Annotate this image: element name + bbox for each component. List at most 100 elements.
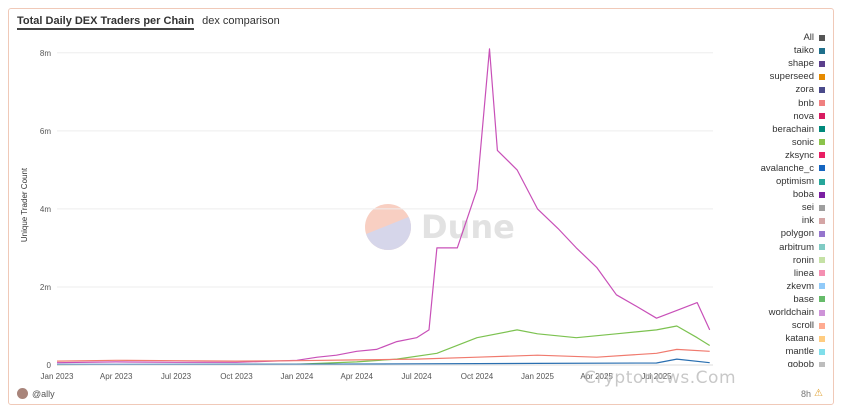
avatar — [17, 388, 28, 399]
legend-item[interactable]: superseed — [735, 70, 825, 83]
legend-label: worldchain — [768, 307, 814, 319]
legend-swatch — [819, 309, 825, 316]
legend-item[interactable]: zora — [735, 83, 825, 96]
y-tick-label: 6m — [40, 127, 51, 136]
legend-label: nova — [793, 110, 814, 122]
legend-item[interactable]: avalanche_c — [735, 162, 825, 175]
legend-swatch — [819, 270, 825, 277]
y-tick-label: 2m — [40, 283, 51, 292]
tab-total-daily-dex-traders[interactable]: Total Daily DEX Traders per Chain — [17, 15, 195, 30]
legend-label: zkevm — [786, 280, 814, 292]
legend-item[interactable]: ronin — [735, 254, 825, 267]
legend-label: zksync — [784, 149, 814, 161]
legend-swatch — [819, 139, 825, 146]
series-line — [56, 348, 710, 362]
legend-swatch — [819, 34, 825, 41]
legend-item[interactable]: All — [735, 31, 825, 44]
legend-label: taiko — [793, 45, 814, 57]
dune-watermark: Dune — [365, 204, 515, 250]
footer-status: 8h ⚠ — [801, 388, 823, 399]
series-line — [56, 358, 710, 365]
legend-item[interactable]: taiko — [735, 44, 825, 57]
legend-item[interactable]: ink — [735, 214, 825, 227]
legend-swatch — [819, 165, 825, 172]
y-tick-label: 8m — [40, 49, 51, 58]
legend-swatch — [819, 322, 825, 329]
legend-label: shape — [788, 58, 814, 70]
x-tick-label: Jul 2023 — [161, 372, 192, 381]
legend-label: All — [803, 32, 814, 44]
legend-item[interactable]: shape — [735, 57, 825, 70]
x-tick-label: Apr 2023 — [100, 372, 133, 381]
legend-label: base — [793, 293, 814, 305]
refresh-age: 8h — [801, 388, 812, 399]
legend-item[interactable]: bnb — [735, 96, 825, 109]
legend-item[interactable]: linea — [735, 267, 825, 280]
x-tick-label: Apr 2025 — [580, 372, 613, 381]
legend-swatch — [819, 296, 825, 303]
legend-label: zora — [795, 84, 814, 96]
dune-logo-icon — [365, 204, 411, 250]
legend-label: gobob — [787, 359, 814, 367]
legend-swatch — [819, 178, 825, 185]
legend-item[interactable]: arbitrum — [735, 241, 825, 254]
x-tick-label: Apr 2024 — [341, 372, 374, 381]
legend-item[interactable]: polygon — [735, 227, 825, 240]
legend-label: boba — [792, 189, 814, 201]
legend-swatch — [819, 244, 825, 251]
series-line — [56, 325, 711, 366]
legend-item[interactable]: sei — [735, 201, 825, 214]
legend-swatch — [819, 191, 825, 198]
legend-swatch — [819, 283, 825, 290]
footer-author: @ally — [17, 388, 55, 399]
legend-swatch — [819, 100, 825, 107]
legend-swatch — [819, 86, 825, 93]
legend-item[interactable]: optimism — [735, 175, 825, 188]
legend-item[interactable]: worldchain — [735, 306, 825, 319]
legend-label: sonic — [791, 136, 814, 148]
x-tick-label: Jul 2024 — [401, 372, 432, 381]
author-handle[interactable]: @ally — [32, 388, 55, 399]
legend-label: optimism — [775, 176, 814, 188]
legend-label: superseed — [769, 71, 814, 83]
legend-item[interactable]: nova — [735, 110, 825, 123]
tab-dex-comparison[interactable]: dex comparison — [202, 15, 280, 27]
legend-label: sei — [801, 202, 814, 214]
tab-bar: Total Daily DEX Traders per Chain dex co… — [17, 15, 280, 30]
legend-item[interactable]: zksync — [735, 149, 825, 162]
legend-item[interactable]: zkevm — [735, 280, 825, 293]
chart-card: Total Daily DEX Traders per Chain dex co… — [8, 8, 834, 405]
legend-item[interactable]: scroll — [735, 319, 825, 332]
legend-label: linea — [793, 267, 814, 279]
legend-swatch — [819, 60, 825, 67]
x-tick-label: Jul 2025 — [641, 372, 672, 381]
chart-legend: All taiko shape superseed zora bnb nova beracha… — [735, 31, 825, 367]
legend-item[interactable]: gobob — [735, 358, 825, 367]
legend-label: scroll — [791, 320, 814, 332]
x-tick-label: Oct 2023 — [220, 372, 253, 381]
legend-label: arbitrum — [779, 241, 814, 253]
legend-swatch — [819, 348, 825, 355]
legend-swatch — [819, 335, 825, 342]
legend-swatch — [819, 73, 825, 80]
series-line — [56, 48, 711, 364]
legend-item[interactable]: boba — [735, 188, 825, 201]
legend-swatch — [819, 113, 825, 120]
x-tick-label: Jan 2023 — [41, 372, 74, 381]
x-tick-label: Jan 2024 — [280, 372, 313, 381]
line-chart: 0 2m 4m 6m 8m Jan 2023 Apr 2023 Jul 2023 Oct 202… — [20, 48, 713, 381]
legend-item[interactable]: berachain — [735, 123, 825, 136]
legend-label: ink — [801, 215, 814, 227]
legend-label: polygon — [780, 228, 814, 240]
legend-item[interactable]: katana — [735, 332, 825, 345]
legend-item[interactable]: mantle — [735, 345, 825, 358]
legend-item[interactable]: sonic — [735, 136, 825, 149]
y-axis-label: Unique Trader Count — [20, 167, 29, 242]
x-tick-label: Jan 2025 — [521, 372, 554, 381]
legend-swatch — [819, 152, 825, 159]
legend-label: berachain — [772, 123, 814, 135]
legend-swatch — [819, 217, 825, 224]
legend-item[interactable]: base — [735, 293, 825, 306]
legend-swatch — [819, 126, 825, 133]
warning-icon[interactable]: ⚠ — [814, 388, 823, 399]
